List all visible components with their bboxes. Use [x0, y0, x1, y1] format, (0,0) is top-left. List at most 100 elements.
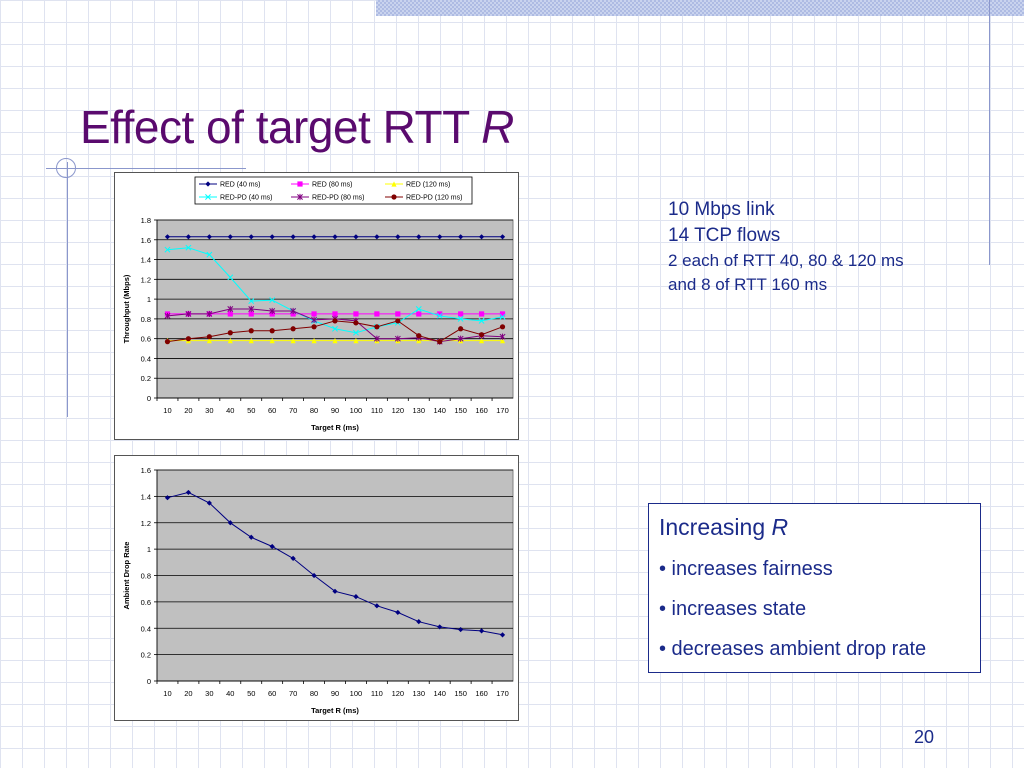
chart-legend: RED (40 ms) RED (80 ms) RED (120 ms) RED-PD…: [194, 176, 473, 205]
legend-label: RED (80 ms): [312, 182, 352, 189]
legend-label: RED-PD (80 ms): [312, 195, 365, 202]
summary-box: Increasing R • increases fairness • incr…: [648, 503, 981, 673]
summary-heading-text: Increasing: [659, 514, 766, 540]
setup-info: 10 Mbps link 14 TCP flows 2 each of RTT …: [668, 197, 904, 297]
x-tick-label: 40: [226, 689, 234, 698]
y-tick-label: 1.6: [141, 236, 151, 245]
data-point: [374, 324, 380, 330]
x-tick-label: 40: [226, 406, 234, 415]
x-tick-label: 170: [496, 689, 509, 698]
summary-bullet: • decreases ambient drop rate: [659, 638, 927, 660]
data-point: [206, 251, 213, 258]
throughput-chart: 0 0.2 0.4 0.6 0.8 1 1.2 1.4 1.6 1.8 10 20 30 40 50 60 70…: [114, 172, 519, 440]
data-point: [437, 339, 443, 345]
data-point: [353, 320, 359, 326]
data-point: [290, 326, 296, 332]
data-point: [164, 234, 171, 240]
data-point: [457, 335, 464, 342]
y-tick-label: 1.4: [141, 492, 151, 501]
data-point: [206, 310, 213, 318]
legend-box: [194, 176, 473, 205]
data-point: [185, 234, 192, 240]
data-point: [353, 338, 359, 344]
data-point: [332, 311, 338, 317]
y-tick-label: 0.2: [141, 374, 151, 383]
data-point: [395, 318, 401, 324]
y-tick-label: 1.4: [141, 256, 151, 265]
summary-heading-variable: R: [771, 514, 789, 540]
decor-ring: [56, 158, 76, 178]
data-point: [499, 311, 506, 317]
data-point: [164, 246, 171, 253]
y-tick-label: 0.4: [141, 624, 151, 633]
data-point: [269, 328, 275, 334]
x-tick-label: 130: [413, 406, 426, 415]
data-point: [311, 316, 318, 323]
drop-rate-chart: 0 0.2 0.4 0.6 0.8 1 1.2 1.4 1.6 10 20 30 40 50 60 70 80 9…: [114, 455, 519, 721]
data-point: [373, 335, 380, 342]
decor-vertical-rule-left: [67, 162, 68, 417]
data-point: [227, 234, 233, 240]
data-point: [458, 626, 464, 633]
data-point: [437, 311, 443, 317]
page-number: 20: [914, 727, 935, 747]
data-point: [457, 315, 464, 322]
data-point: [478, 234, 485, 240]
data-point: [332, 588, 338, 594]
summary-heading: Increasing R: [659, 514, 970, 541]
data-point: [478, 332, 485, 338]
data-point: [416, 333, 422, 339]
x-tick-label: 30: [205, 406, 213, 415]
data-point: [458, 234, 464, 240]
data-point: [499, 324, 506, 330]
decor-vertical-rule-right: [989, 0, 990, 265]
data-point: [374, 311, 380, 317]
data-point: [206, 334, 212, 340]
info-rtt-1: 2 each of RTT 40, 80 & 120 ms: [668, 251, 904, 270]
y-tick-label: 0.4: [141, 354, 151, 363]
data-point: [311, 572, 317, 579]
x-tick-label: 100: [350, 406, 363, 415]
data-point: [269, 338, 275, 344]
x-tick-label: 150: [454, 689, 467, 698]
x-tick-label: 160: [475, 406, 488, 415]
data-point: [206, 234, 212, 240]
info-link: 10 Mbps link: [668, 199, 775, 220]
data-point: [478, 317, 485, 324]
data-point: [352, 329, 359, 336]
legend-label: RED (120 ms): [406, 182, 450, 189]
y-tick-label: 1.2: [141, 519, 151, 528]
decor-horizontal-rule: [46, 168, 246, 169]
data-point: [164, 339, 171, 345]
x-tick-label: 120: [392, 406, 405, 415]
y-tick-label: 1: [147, 545, 151, 554]
x-tick-label: 110: [371, 689, 383, 698]
x-tick-label: 100: [350, 689, 363, 698]
data-point: [227, 338, 233, 344]
data-point: [499, 632, 506, 638]
data-point: [416, 311, 422, 317]
data-point: [248, 311, 254, 317]
data-point: [374, 234, 380, 240]
data-point: [311, 324, 317, 330]
info-rtt-2: and 8 of RTT 160 ms: [668, 275, 828, 294]
data-point: [227, 520, 233, 526]
y-axis-label: Ambient Drop Rate: [122, 542, 131, 610]
legend-marker: [391, 194, 397, 200]
x-axis-label: Target R (ms): [311, 706, 359, 715]
summary-bullet: • increases fairness: [659, 558, 833, 580]
data-point: [311, 338, 317, 344]
x-tick-label: 30: [205, 689, 213, 698]
y-tick-label: 0.2: [141, 651, 151, 660]
x-tick-label: 10: [163, 406, 171, 415]
x-tick-label: 140: [433, 406, 446, 415]
x-tick-label: 70: [289, 406, 297, 415]
data-point: [269, 297, 276, 304]
data-point: [353, 311, 359, 317]
x-tick-label: 50: [247, 406, 255, 415]
x-tick-label: 80: [310, 406, 318, 415]
x-tick-label: 120: [392, 689, 405, 698]
data-point: [248, 338, 254, 344]
data-point: [248, 298, 255, 305]
data-point: [478, 311, 485, 317]
